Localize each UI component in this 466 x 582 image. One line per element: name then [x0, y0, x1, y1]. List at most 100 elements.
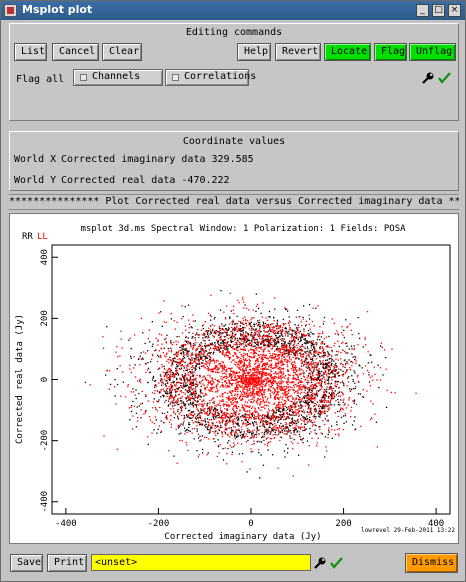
data-point — [231, 334, 233, 336]
scatter-plot[interactable]: msplot 3d.ms Spectral Window: 1 Polariza… — [10, 214, 458, 543]
data-point — [227, 356, 229, 358]
data-point — [358, 364, 360, 366]
data-point — [173, 353, 175, 356]
data-point — [236, 385, 238, 387]
data-point — [336, 354, 338, 356]
data-point — [162, 383, 165, 385]
data-point — [291, 424, 294, 426]
channels-checkbox[interactable]: Channels — [73, 69, 163, 86]
data-point — [229, 382, 231, 384]
cancel-button[interactable]: Cancel — [52, 43, 99, 61]
revert-button[interactable]: Revert — [275, 43, 321, 61]
data-point — [315, 307, 317, 309]
data-point — [172, 398, 175, 400]
data-point — [255, 310, 257, 312]
data-point — [243, 379, 245, 381]
data-point — [203, 334, 205, 336]
data-point — [314, 387, 317, 390]
data-point — [198, 381, 201, 383]
data-point — [178, 381, 180, 384]
data-point — [340, 358, 342, 360]
data-point — [250, 332, 252, 334]
data-point — [199, 416, 201, 419]
data-point — [318, 376, 321, 378]
data-point — [260, 393, 262, 396]
data-point — [267, 324, 269, 326]
data-point — [362, 389, 364, 391]
data-point — [191, 385, 193, 387]
data-point — [232, 359, 234, 361]
data-point — [292, 377, 294, 379]
data-point — [198, 394, 200, 396]
data-point — [324, 406, 326, 408]
close-button[interactable]: × — [448, 4, 461, 17]
data-point — [227, 427, 229, 429]
data-point — [229, 390, 231, 392]
data-point — [300, 333, 303, 335]
data-point — [140, 409, 142, 411]
data-point — [262, 400, 264, 402]
data-point — [162, 352, 164, 354]
data-point — [170, 351, 173, 353]
data-point — [187, 368, 189, 370]
data-point — [185, 374, 187, 376]
title-bar[interactable]: Msplot plot _ □ × — [1, 1, 465, 20]
data-point — [296, 326, 298, 329]
data-point — [297, 412, 299, 414]
data-point — [288, 343, 290, 345]
data-point — [254, 341, 256, 344]
data-point — [291, 411, 293, 413]
unflag-button[interactable]: Unflag — [409, 43, 456, 61]
data-point — [267, 344, 269, 346]
minimize-button[interactable]: _ — [416, 4, 429, 17]
help-button[interactable]: Help — [237, 43, 271, 61]
data-point — [308, 387, 311, 389]
list-button[interactable]: List — [14, 43, 47, 61]
data-point — [248, 377, 250, 380]
data-point — [280, 383, 282, 385]
data-point — [277, 362, 279, 364]
data-point — [317, 412, 319, 415]
data-point — [191, 389, 193, 391]
data-point — [199, 388, 202, 391]
data-point — [311, 383, 313, 386]
data-point — [269, 423, 271, 425]
data-point — [169, 387, 171, 389]
data-point — [241, 379, 243, 381]
data-point — [225, 415, 227, 418]
data-point — [336, 381, 338, 383]
wrench-check-icon[interactable] — [421, 71, 453, 85]
data-point — [230, 433, 233, 435]
data-point — [219, 426, 221, 429]
data-point — [269, 379, 271, 381]
data-point — [250, 370, 252, 372]
data-point — [184, 349, 186, 351]
data-point — [213, 336, 215, 338]
data-point — [300, 400, 302, 403]
data-point — [311, 371, 314, 374]
data-point — [297, 430, 299, 432]
data-point — [288, 406, 290, 408]
data-point — [325, 371, 327, 373]
data-point — [285, 421, 287, 424]
maximize-button[interactable]: □ — [432, 4, 445, 17]
data-point — [276, 331, 279, 333]
data-point — [252, 378, 254, 381]
data-point — [250, 412, 252, 415]
correlations-checkbox[interactable]: Correlations — [165, 69, 256, 86]
plot-frame[interactable]: msplot 3d.ms Spectral Window: 1 Polariza… — [9, 213, 459, 544]
data-point — [163, 300, 165, 302]
data-point — [186, 381, 189, 383]
data-point — [176, 364, 178, 366]
data-point — [207, 352, 209, 355]
data-point — [342, 382, 344, 384]
flag-button[interactable]: Flag — [374, 43, 407, 61]
data-point — [212, 370, 214, 373]
clear-button[interactable]: Clear — [102, 43, 142, 61]
data-point — [285, 412, 288, 414]
locate-button[interactable]: Locate — [324, 43, 371, 61]
data-point — [229, 336, 232, 339]
data-point — [285, 350, 287, 352]
data-point — [269, 356, 271, 358]
data-point — [224, 403, 226, 405]
